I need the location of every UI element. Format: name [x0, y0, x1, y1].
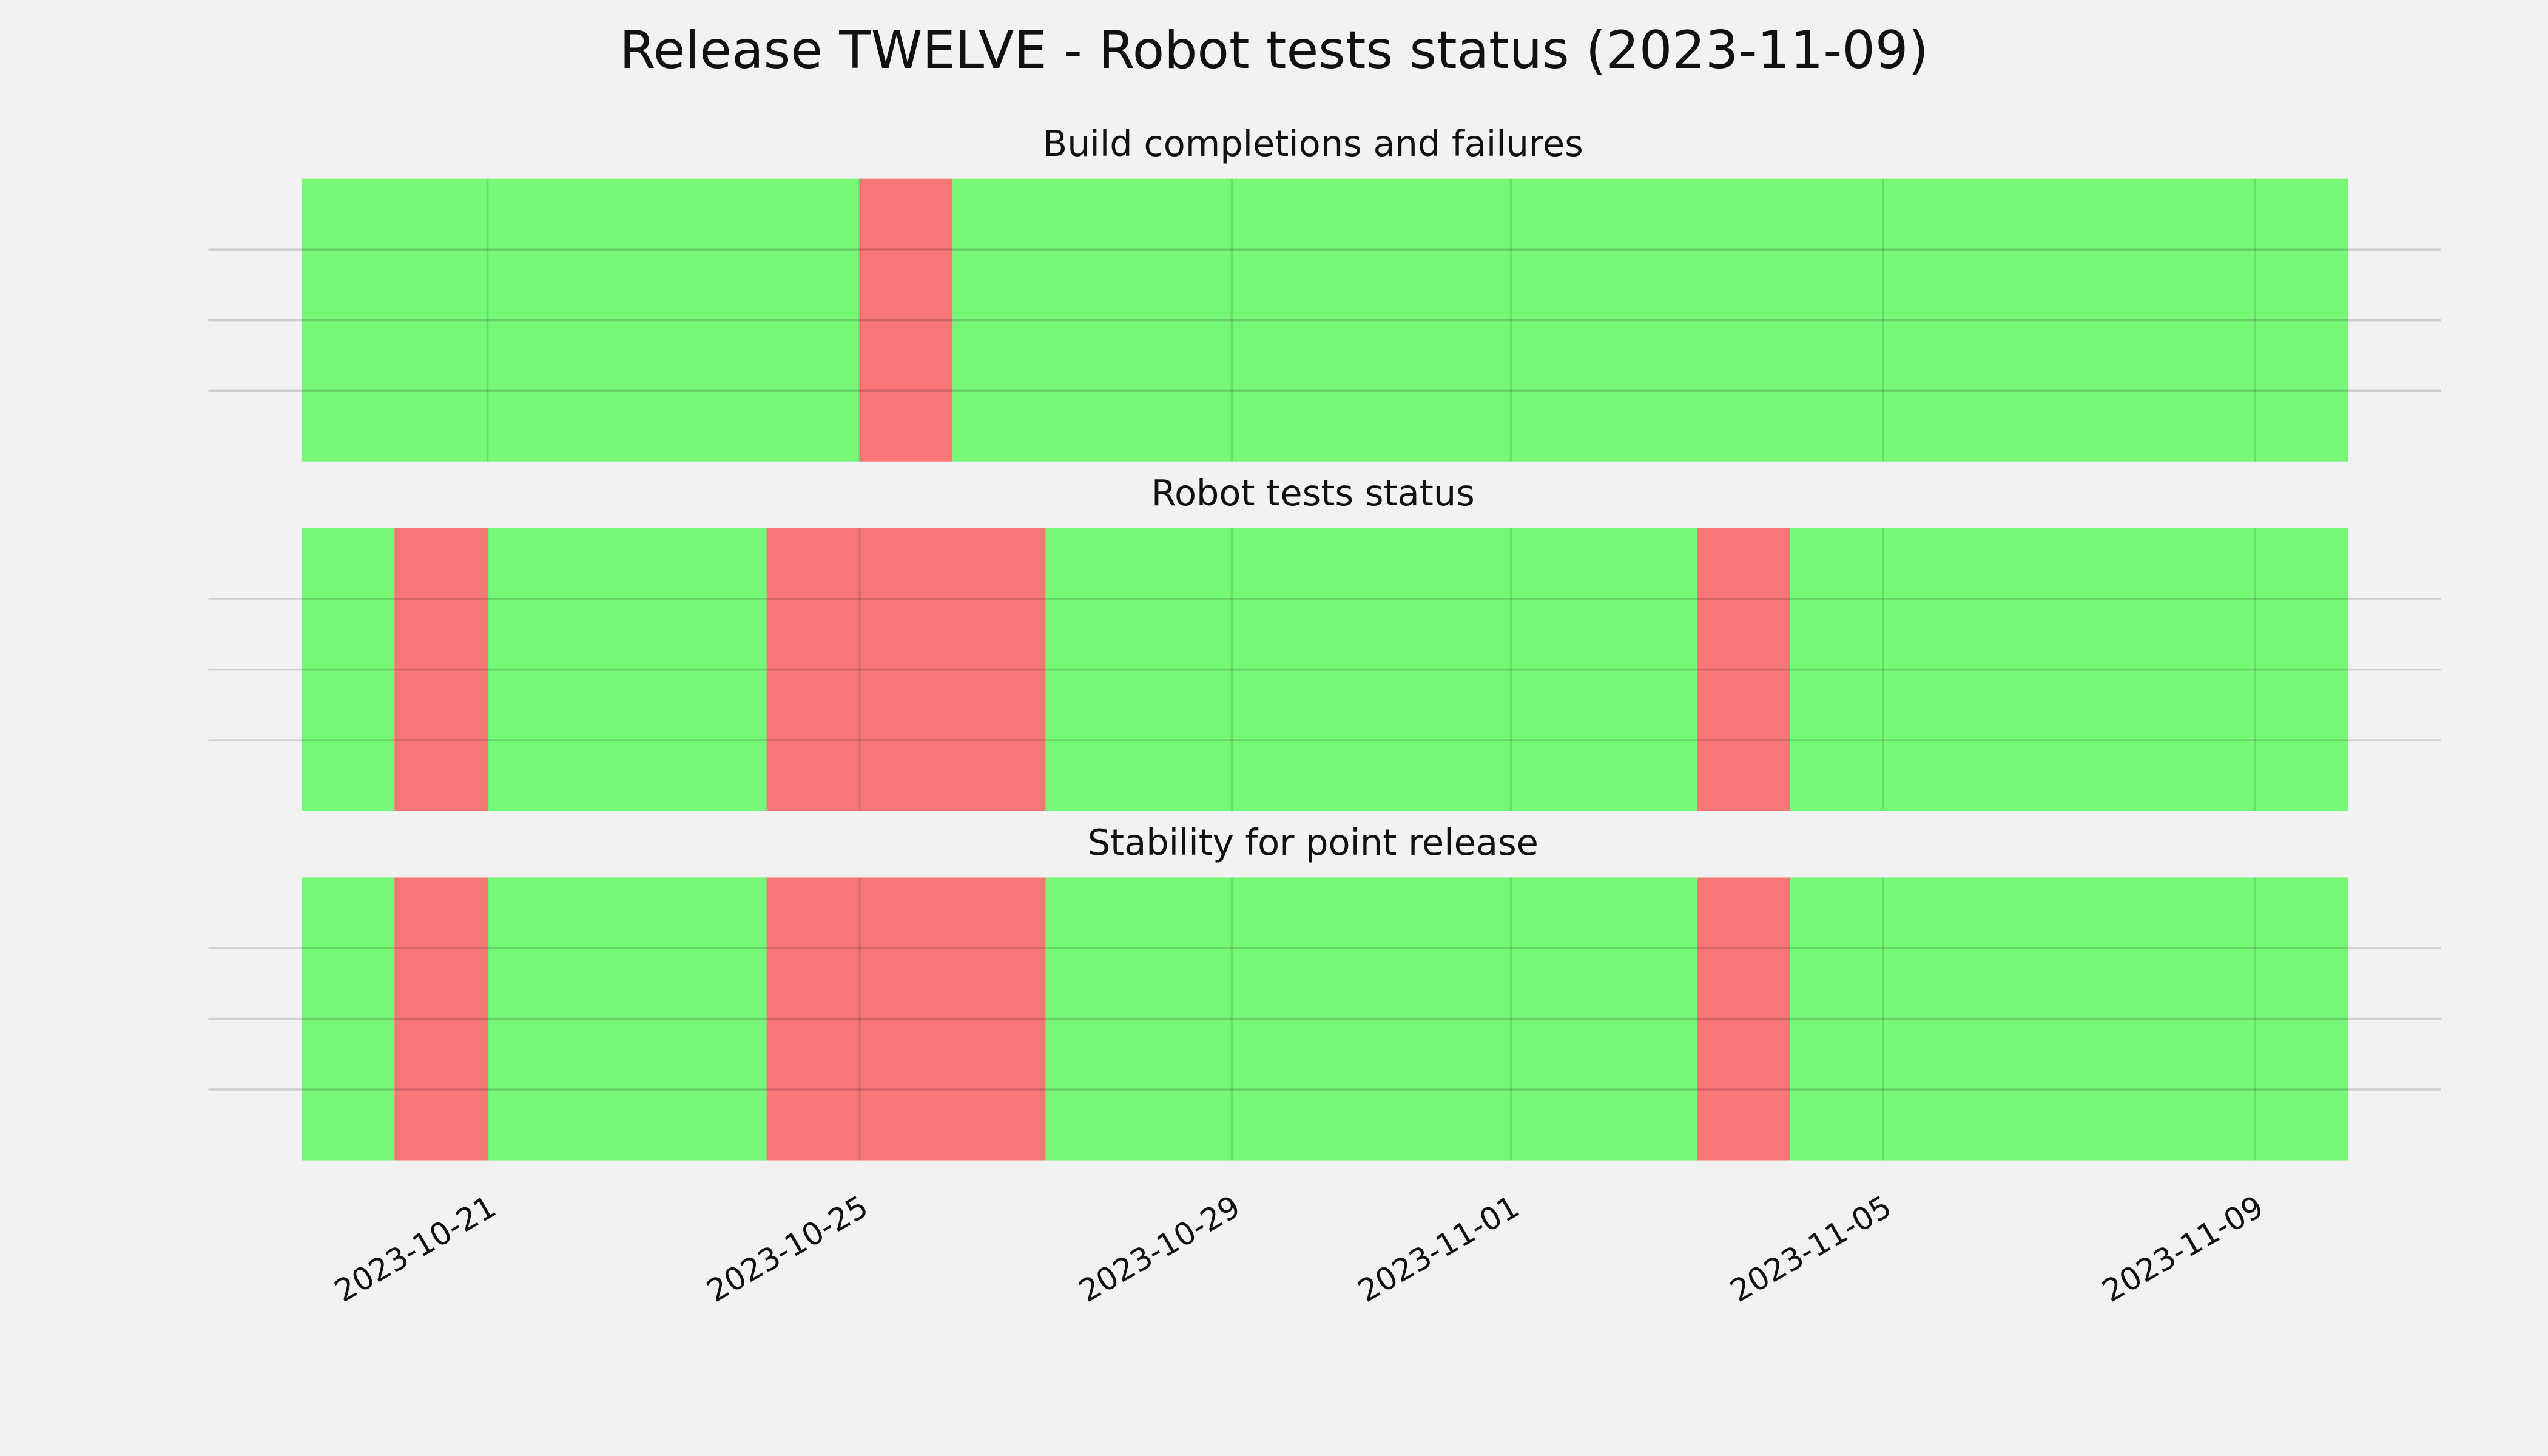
- chart-title: Release TWELVE - Robot tests status (202…: [619, 20, 1929, 81]
- x-tick-label: 2023-11-01: [1352, 1189, 1526, 1310]
- panel-title: Stability for point release: [1088, 821, 1539, 863]
- status-span: [1045, 528, 1697, 811]
- status-span: [487, 877, 767, 1161]
- x-tick-label: 2023-10-21: [329, 1189, 502, 1310]
- status-span: [1045, 877, 1697, 1161]
- status-span: [1790, 528, 2348, 811]
- status-span: [301, 178, 860, 462]
- status-span: [394, 877, 488, 1161]
- panel-title: Build completions and failures: [1043, 123, 1583, 164]
- status-span: [766, 877, 1046, 1161]
- x-tick-label: 2023-11-09: [2097, 1189, 2270, 1310]
- status-span: [1697, 528, 1790, 811]
- status-span: [487, 528, 767, 811]
- status-span: [1790, 877, 2348, 1161]
- x-tick-label: 2023-10-25: [701, 1189, 875, 1310]
- x-tick-label: 2023-10-29: [1073, 1189, 1247, 1310]
- status-span: [301, 528, 395, 811]
- status-span: [1697, 877, 1790, 1161]
- x-tick-label: 2023-11-05: [1724, 1189, 1898, 1310]
- panel-title: Robot tests status: [1151, 472, 1475, 514]
- status-span: [859, 178, 953, 462]
- status-span: [301, 877, 395, 1161]
- status-span: [952, 178, 2348, 462]
- status-span: [766, 528, 1046, 811]
- status-span: [394, 528, 488, 811]
